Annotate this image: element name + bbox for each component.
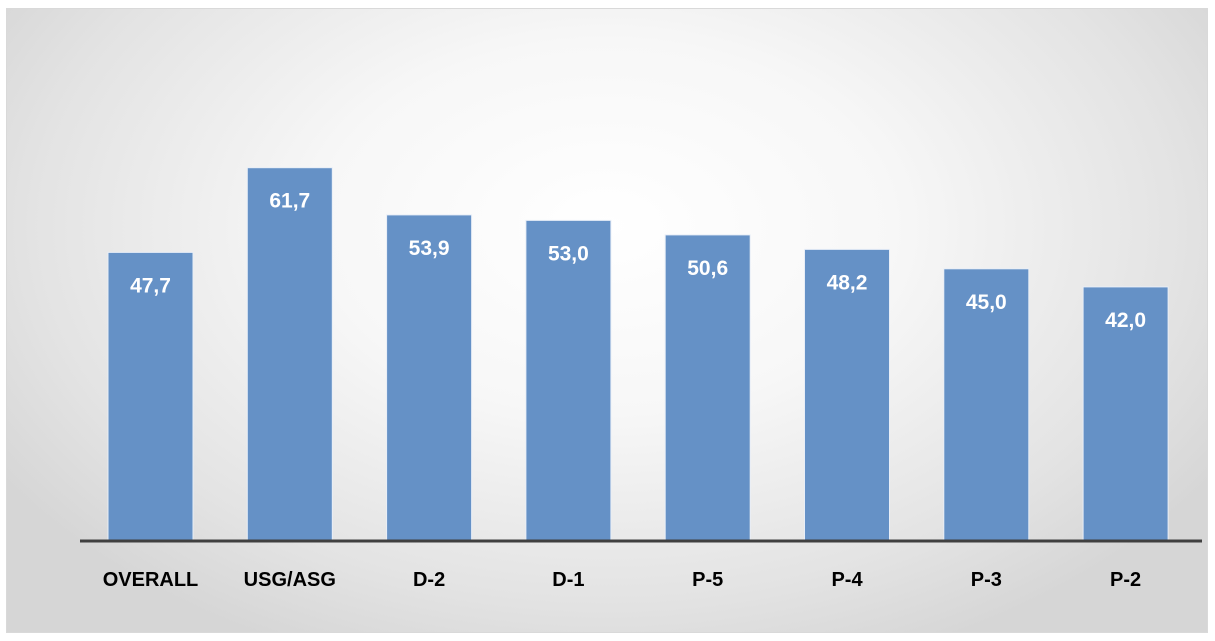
bars-layer — [107, 167, 1169, 542]
data-label: 48,2 — [827, 271, 868, 294]
x-tick-labels-layer: OVERALL USG/ASG D-2 D-1 P-5 P-4 P-3 P-2 — [103, 569, 1141, 591]
bar-p-2 — [1082, 286, 1169, 542]
data-label: 42,0 — [1105, 309, 1146, 332]
x-tick-label: D-1 — [552, 569, 584, 591]
bar-p-5 — [664, 234, 751, 542]
bar-p-4 — [804, 248, 890, 542]
x-tick-label: P-4 — [831, 569, 863, 591]
x-tick-label: OVERALL — [103, 569, 199, 591]
x-tick-label: D-2 — [413, 569, 445, 591]
x-tick-label: P-2 — [1110, 569, 1141, 591]
data-label: 45,0 — [966, 291, 1007, 314]
data-label: 47,7 — [130, 274, 171, 297]
x-tick-label: P-5 — [692, 569, 723, 591]
data-label: 53,0 — [548, 242, 589, 265]
bar-d-1 — [525, 219, 612, 542]
x-tick-label: P-3 — [971, 569, 1002, 591]
x-tick-label: USG/ASG — [244, 569, 336, 591]
bar-usg-asg — [246, 167, 333, 542]
data-label: 53,9 — [409, 237, 450, 260]
data-label: 50,6 — [687, 257, 728, 280]
data-labels-layer: 47,7 61,7 53,9 53,0 50,6 48,2 45,0 42,0 — [130, 190, 1146, 332]
bar-p-3 — [943, 268, 1030, 542]
data-label: 61,7 — [269, 190, 310, 213]
bar-overall — [107, 251, 194, 542]
bar-d-2 — [386, 214, 473, 542]
